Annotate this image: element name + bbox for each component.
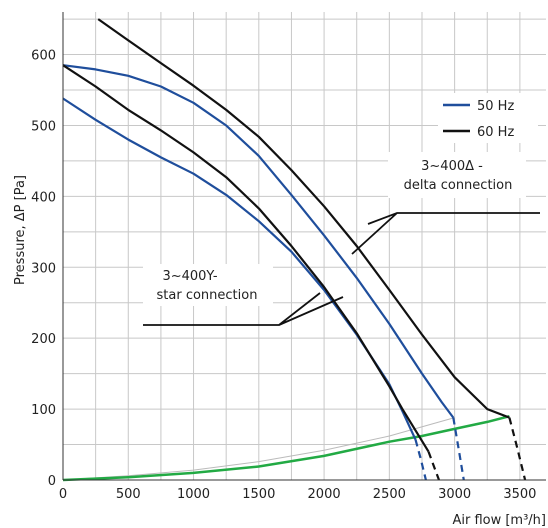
delta-leader-line (351, 212, 540, 255)
y-tick-label: 600 (31, 49, 56, 64)
y-tick-label: 0 (48, 474, 56, 489)
legend-label: 50 Hz (477, 99, 514, 114)
y-tick-label: 200 (31, 332, 56, 347)
legend-bg (438, 93, 538, 143)
curve-50-hz (62, 64, 455, 419)
curve-60-hz-dashed (508, 417, 527, 481)
curve-60-hz (62, 64, 430, 453)
star-label-line2: star connection (157, 288, 258, 303)
x-axis-title: Air flow [m³/h] (452, 513, 546, 528)
y-tick-label: 500 (31, 119, 56, 134)
delta-label-line1: 3~400Δ - (421, 159, 483, 174)
curve-50-hz-dashed (414, 439, 427, 481)
delta-label-bg (388, 152, 526, 198)
legend-label: 60 Hz (477, 125, 514, 140)
curves (62, 18, 527, 482)
x-tick-label: 3000 (438, 487, 471, 502)
star-leader-line (143, 292, 344, 326)
curve-50-hz-dashed (452, 417, 465, 481)
grid (62, 12, 546, 481)
y-tick-label: 100 (31, 403, 56, 418)
delta-label-line2: delta connection (404, 178, 513, 193)
curve-60-hz (97, 18, 510, 419)
curve-60-hz-dashed (427, 451, 441, 481)
y-tick-label: 300 (31, 261, 56, 276)
ticks: 0 500 1000 1500 2000 2500 3000 3500 0 100 200 300 40… (31, 49, 536, 502)
star-label-bg (143, 264, 273, 306)
annotations: 3~400Δ - delta connection 3~400Y-star conn… (143, 152, 540, 326)
y-axis-title: Pressure, ΔP [Pa] (13, 175, 28, 285)
x-tick-label: 500 (116, 487, 141, 502)
y-tick-label: 400 (31, 190, 56, 205)
x-tick-label: 2500 (373, 487, 406, 502)
x-tick-label: 1500 (242, 487, 275, 502)
x-tick-label: 3500 (503, 487, 536, 502)
x-tick-label: 0 (59, 487, 67, 502)
star-label-line1: 3~400Y- (162, 269, 217, 284)
x-tick-label: 2000 (308, 487, 341, 502)
axes (62, 12, 546, 481)
thin-system-curve (62, 417, 455, 481)
x-tick-label: 1000 (177, 487, 210, 502)
system-curve (62, 414, 510, 482)
legend: 50 Hz 60 Hz (438, 93, 538, 143)
